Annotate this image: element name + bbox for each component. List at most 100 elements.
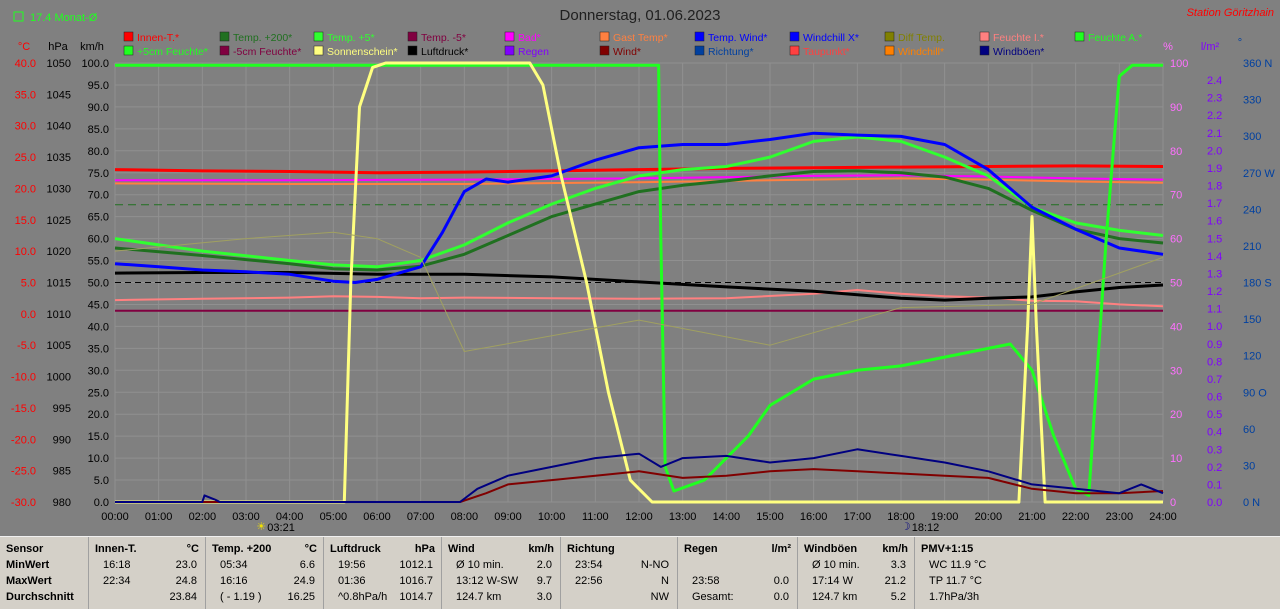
- stats-row-label: Durchschnitt: [6, 591, 74, 603]
- stats-cell-label: 124.7 km: [456, 591, 502, 603]
- stats-column-header: Luftdruck: [330, 543, 381, 555]
- rain-tick-label: 1.2: [1207, 286, 1222, 298]
- x-tick-label: 14:00: [713, 511, 741, 523]
- stats-cell-value: 0.0: [773, 591, 789, 603]
- legend-label: Wind*: [613, 46, 641, 58]
- stats-row-label: MaxWert: [6, 575, 52, 587]
- stats-cell-value: 23.0: [175, 559, 197, 571]
- wind-tick-label: 95.0: [88, 80, 109, 92]
- pressure-tick-label: 990: [53, 434, 71, 446]
- stats-column-unit: °C: [186, 543, 199, 555]
- legend-label: Bad*: [518, 32, 541, 44]
- stats-column: Regen l/m² 23:58 0.0 Gesamt: 0.0: [677, 537, 797, 609]
- rain-tick-label: 0.6: [1207, 392, 1222, 404]
- stats-cell-value: 24.9: [293, 575, 315, 587]
- rain-tick-label: 0.5: [1207, 409, 1222, 421]
- x-tick-label: 00:00: [101, 511, 129, 523]
- x-tick-label: 19:00: [931, 511, 959, 523]
- x-tick-label: 13:00: [669, 511, 697, 523]
- legend-swatch: [219, 31, 230, 42]
- pressure-tick-label: 1025: [47, 215, 71, 227]
- legend-label: Diff Temp.: [898, 32, 945, 44]
- rain-tick-label: 1.8: [1207, 181, 1222, 193]
- wind-tick-label: 10.0: [88, 453, 109, 465]
- legend-swatch: [599, 45, 610, 56]
- rain-tick-label: 0.3: [1207, 444, 1222, 456]
- legend-label: Temp. +200*: [233, 32, 292, 44]
- rain-tick-label: 2.2: [1207, 110, 1222, 122]
- pressure-tick-label: 1040: [47, 121, 71, 133]
- weather-chart: Innen-T.* Temp. +200* Temp. +5* Temp. -5* Ba…: [10, 7, 1276, 534]
- stats-cell-value: 2.0: [536, 559, 552, 571]
- direction-tick-label: 240: [1243, 204, 1261, 216]
- pressure-tick-label: 985: [53, 466, 71, 478]
- pressure-axis-unit: hPa: [48, 41, 68, 53]
- stats-cell-value: 5.2: [890, 591, 906, 603]
- x-tick-label: 23:00: [1106, 511, 1134, 523]
- wind-tick-label: 90.0: [88, 102, 109, 114]
- legend-label: -5cm Feuchte*: [233, 46, 301, 58]
- humidity-tick-label: 30: [1170, 365, 1182, 377]
- direction-tick-label: 60: [1243, 424, 1255, 436]
- month-temp: 17.4 Monat-Ø: [30, 12, 98, 24]
- wind-tick-label: 30.0: [88, 365, 109, 377]
- wind-tick-label: 15.0: [88, 431, 109, 443]
- pressure-tick-label: 1020: [47, 246, 71, 258]
- legend-label: +5cm Feuchte*: [137, 46, 208, 58]
- temp-tick-label: 35.0: [15, 89, 36, 101]
- legend: Innen-T.* Temp. +200* Temp. +5* Temp. -5* Ba…: [123, 31, 1142, 58]
- series-line: [114, 289, 1164, 308]
- sunrise-icon: ☀: [256, 521, 266, 533]
- wind-tick-label: 70.0: [88, 190, 109, 202]
- x-tick-label: 02:00: [189, 511, 217, 523]
- legend-label: Richtung*: [708, 46, 754, 58]
- wind-tick-label: 75.0: [88, 168, 109, 180]
- rain-tick-label: 2.3: [1207, 93, 1222, 105]
- rain-tick-label: 1.6: [1207, 216, 1222, 228]
- x-tick-label: 17:00: [844, 511, 872, 523]
- temp-tick-label: -30.0: [11, 497, 36, 509]
- pressure-tick-label: 1035: [47, 152, 71, 164]
- x-tick-label: 04:00: [276, 511, 304, 523]
- stats-column-unit: km/h: [882, 543, 908, 555]
- wind-tick-label: 35.0: [88, 343, 109, 355]
- legend-label: Sonnenschein*: [327, 46, 398, 58]
- legend-swatch: [789, 45, 800, 56]
- temp-tick-label: 0.0: [21, 309, 36, 321]
- stats-cell-label: Ø 10 min.: [812, 559, 860, 571]
- legend-swatch: [694, 31, 705, 42]
- x-tick-label: 21:00: [1018, 511, 1046, 523]
- rain-tick-label: 0.7: [1207, 374, 1222, 386]
- wind-tick-label: 0.0: [94, 497, 109, 509]
- stats-column: Luftdruck hPa 19:56 1012.1 01:36 1016.7 ^0.8hP…: [323, 537, 441, 609]
- stats-cell-value: 6.6: [299, 559, 315, 571]
- humidity-tick-label: 90: [1170, 102, 1182, 114]
- stats-cell-value: 9.7: [536, 575, 552, 587]
- stats-column: Temp. +200 °C 05:34 6.6 16:16 24.9 ( - 1.19 ) 1…: [205, 537, 323, 609]
- legend-label: Temp. Wind*: [708, 32, 768, 44]
- x-tick-label: 03:00: [232, 511, 260, 523]
- direction-tick-label: 270 W: [1243, 168, 1275, 180]
- rain-tick-label: 0.1: [1207, 479, 1222, 491]
- stats-cell-value: 3.0: [536, 591, 552, 603]
- stats-cell-label: TP 11.7 °C: [929, 575, 982, 587]
- legend-label: Temp. -5*: [421, 32, 466, 44]
- humidity-tick-label: 20: [1170, 409, 1182, 421]
- legend-label: Innen-T.*: [137, 32, 179, 44]
- rain-tick-label: 2.1: [1207, 128, 1222, 140]
- legend-swatch: [407, 45, 418, 56]
- series-line: [115, 63, 1163, 497]
- x-tick-label: 20:00: [975, 511, 1003, 523]
- stats-cell-label: 23:54: [575, 559, 603, 571]
- legend-swatch: [313, 45, 324, 56]
- wind-tick-label: 80.0: [88, 146, 109, 158]
- stats-cell-label: 22:56: [575, 575, 603, 587]
- temp-tick-label: -25.0: [11, 466, 36, 478]
- pressure-tick-label: 995: [53, 403, 71, 415]
- humidity-tick-label: 80: [1170, 146, 1182, 158]
- rain-tick-label: 1.0: [1207, 321, 1222, 333]
- humidity-tick-label: 50: [1170, 278, 1182, 290]
- humidity-axis-unit: %: [1163, 41, 1173, 53]
- stats-cell-label: WC 11.9 °C: [929, 559, 987, 571]
- rain-tick-label: 2.0: [1207, 145, 1222, 157]
